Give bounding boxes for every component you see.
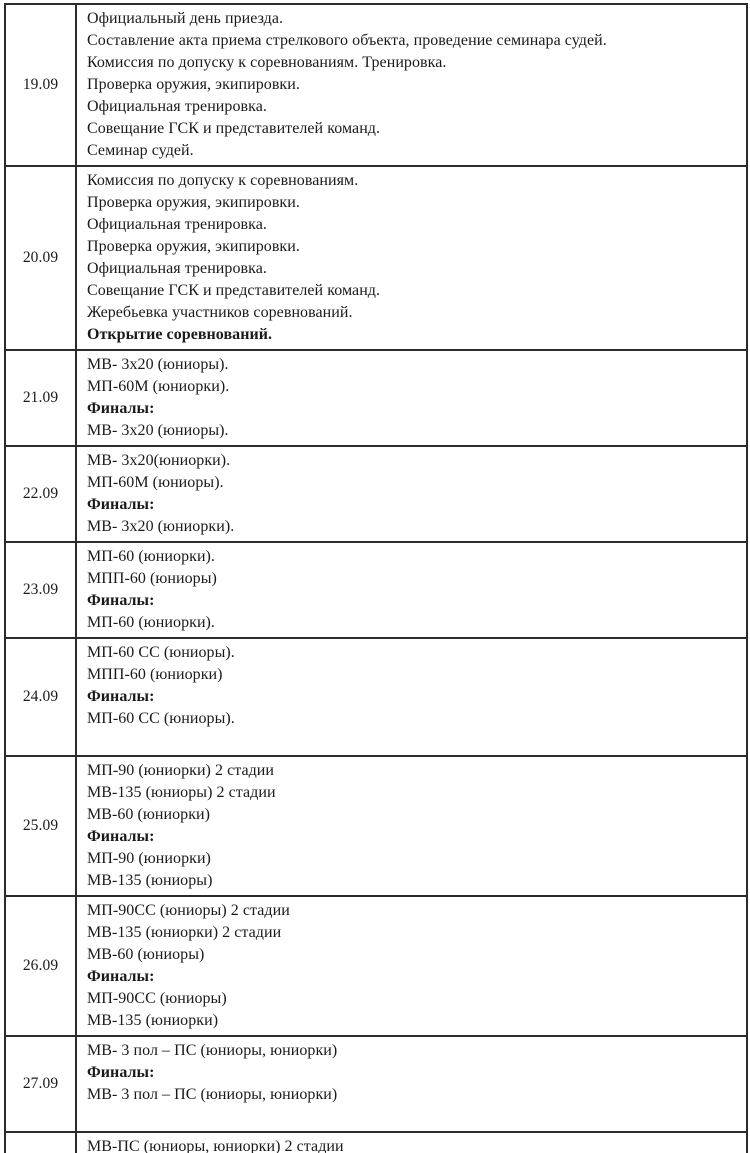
event-line: Официальная тренировка. — [87, 216, 267, 233]
table-row: 21.09 МВ- 3х20 (юниоры). МП-60М (юниорки).… — [5, 350, 747, 446]
event-line: Проверка оружия, экипировки. — [87, 238, 300, 255]
event-line: Открытие соревнований. — [87, 326, 273, 343]
event-line: Проверка оружия, экипировки. — [87, 76, 300, 93]
date-cell: 21.09 — [5, 350, 77, 446]
events-cell: Официальный день приезда. Составление акт… — [76, 4, 747, 166]
events-cell: МВ- 3х20(юниорки). МП-60М (юниоры). Финалы… — [76, 446, 747, 542]
events-cell: МП-90СС (юниоры) 2 стадии МВ-135 (юниорки… — [76, 896, 747, 1036]
event-line: МП-90 (юниорки) 2 стадии — [87, 762, 275, 779]
event-line: Финалы: — [87, 592, 155, 609]
event-line: МВ- 3х20 (юниоры). — [87, 422, 229, 439]
event-line: МВ- 3 пол – ПС (юниоры, юниорки) — [87, 1086, 338, 1103]
event-line: Комиссия по допуску к соревнованиям. Тре… — [87, 54, 447, 71]
event-line: МВ-135 (юниорки) — [87, 1012, 219, 1029]
event-line: МПП-60 (юниорки) — [87, 666, 223, 683]
date-cell: 28.09 — [5, 1132, 77, 1153]
events-cell: МВ- 3 пол – ПС (юниоры, юниорки) Финалы: М… — [76, 1036, 747, 1132]
blank-line — [87, 1106, 740, 1128]
event-line: Проверка оружия, экипировки. — [87, 194, 300, 211]
event-line: МП-60М (юниорки). — [87, 378, 230, 395]
blank-line — [87, 730, 740, 752]
event-line: МВ- 3х20 (юниорки). — [87, 518, 235, 535]
events-cell: МП-90 (юниорки) 2 стадии МВ-135 (юниоры) … — [76, 756, 747, 896]
table-row: 27.09 МВ- 3 пол – ПС (юниоры, юниорки) Фин… — [5, 1036, 747, 1132]
event-line: МП-90 (юниорки) — [87, 850, 211, 867]
event-line: Финалы: — [87, 688, 155, 705]
event-line: Совещание ГСК и представителей команд. — [87, 120, 381, 137]
event-line: Жеребьевка участников соревнований. — [87, 304, 353, 321]
event-line: МВ-ПС (юниоры, юниорки) 2 стадии — [87, 1138, 344, 1153]
competition-schedule-table: 19.09 Официальный день приезда. Составлени… — [4, 3, 748, 1153]
event-line: МВ- 3 пол – ПС (юниоры, юниорки) — [87, 1042, 338, 1059]
table-row: 26.09 МП-90СС (юниоры) 2 стадии МВ-135 (юн… — [5, 896, 747, 1036]
event-line: МП-90СС (юниоры) — [87, 990, 227, 1007]
event-line: Финалы: — [87, 968, 155, 985]
event-line: МП-60 (юниорки). — [87, 614, 215, 631]
event-line: Финалы: — [87, 496, 155, 513]
events-cell: МП-60 СС (юниоры). МПП-60 (юниорки) Финалы… — [76, 638, 747, 756]
table-row: 19.09 Официальный день приезда. Составлени… — [5, 4, 747, 166]
table-row: 22.09 МВ- 3х20(юниорки). МП-60М (юниоры). Ф… — [5, 446, 747, 542]
event-line: МВ- 3х20 (юниоры). — [87, 356, 229, 373]
event-line: Комиссия по допуску к соревнованиям. — [87, 172, 359, 189]
schedule-rows: 19.09 Официальный день приезда. Составлени… — [5, 4, 747, 1153]
event-line: МВ-135 (юниоры) — [87, 872, 213, 889]
events-cell: МП-60 (юниорки). МПП-60 (юниоры) Финалы: МП… — [76, 542, 747, 638]
date-cell: 19.09 — [5, 4, 77, 166]
event-line: МВ-135 (юниорки) 2 стадии — [87, 924, 282, 941]
event-line: Официальная тренировка. — [87, 260, 267, 277]
event-line: Финалы: — [87, 400, 155, 417]
table-row: 25.09 МП-90 (юниорки) 2 стадии МВ-135 (юни… — [5, 756, 747, 896]
table-row: 23.09 МП-60 (юниорки). МПП-60 (юниоры) Фина… — [5, 542, 747, 638]
table-row: 20.09 Комиссия по допуску к соревнованиям… — [5, 166, 747, 350]
date-cell: 20.09 — [5, 166, 77, 350]
event-line: Финалы: — [87, 1064, 155, 1081]
event-line: МВ-60 (юниорки) — [87, 806, 211, 823]
date-cell: 25.09 — [5, 756, 77, 896]
table-row: 24.09 МП-60 СС (юниоры). МПП-60 (юниорки) Ф… — [5, 638, 747, 756]
event-line: МП-60 СС (юниоры). — [87, 644, 235, 661]
date-cell: 22.09 — [5, 446, 77, 542]
event-line: Официальная тренировка. — [87, 98, 267, 115]
event-line: МВ-60 (юниоры) — [87, 946, 205, 963]
event-line: Совещание ГСК и представителей команд. — [87, 282, 381, 299]
event-line: МВ-135 (юниоры) 2 стадии — [87, 784, 276, 801]
event-line: МП-60М (юниоры). — [87, 474, 224, 491]
events-cell: Комиссия по допуску к соревнованиям. Пров… — [76, 166, 747, 350]
date-cell: 24.09 — [5, 638, 77, 756]
event-line: Составление акта приема стрелкового объе… — [87, 32, 607, 49]
event-line: МП-90СС (юниоры) 2 стадии — [87, 902, 290, 919]
event-line: МП-60 (юниорки). — [87, 548, 215, 565]
event-line: Семинар судей. — [87, 142, 194, 159]
event-line: МВ- 3х20(юниорки). — [87, 452, 231, 469]
date-cell: 27.09 — [5, 1036, 77, 1132]
event-line: МПП-60 (юниоры) — [87, 570, 217, 587]
event-line: Финалы: — [87, 828, 155, 845]
events-cell: МВ-ПС (юниоры, юниорки) 2 стадииФиналы:М… — [76, 1132, 747, 1153]
event-line: МП-60 СС (юниоры). — [87, 710, 235, 727]
events-cell: МВ- 3х20 (юниоры). МП-60М (юниорки). Финал… — [76, 350, 747, 446]
date-cell: 26.09 — [5, 896, 77, 1036]
event-line: Официальный день приезда. — [87, 10, 284, 27]
date-cell: 23.09 — [5, 542, 77, 638]
